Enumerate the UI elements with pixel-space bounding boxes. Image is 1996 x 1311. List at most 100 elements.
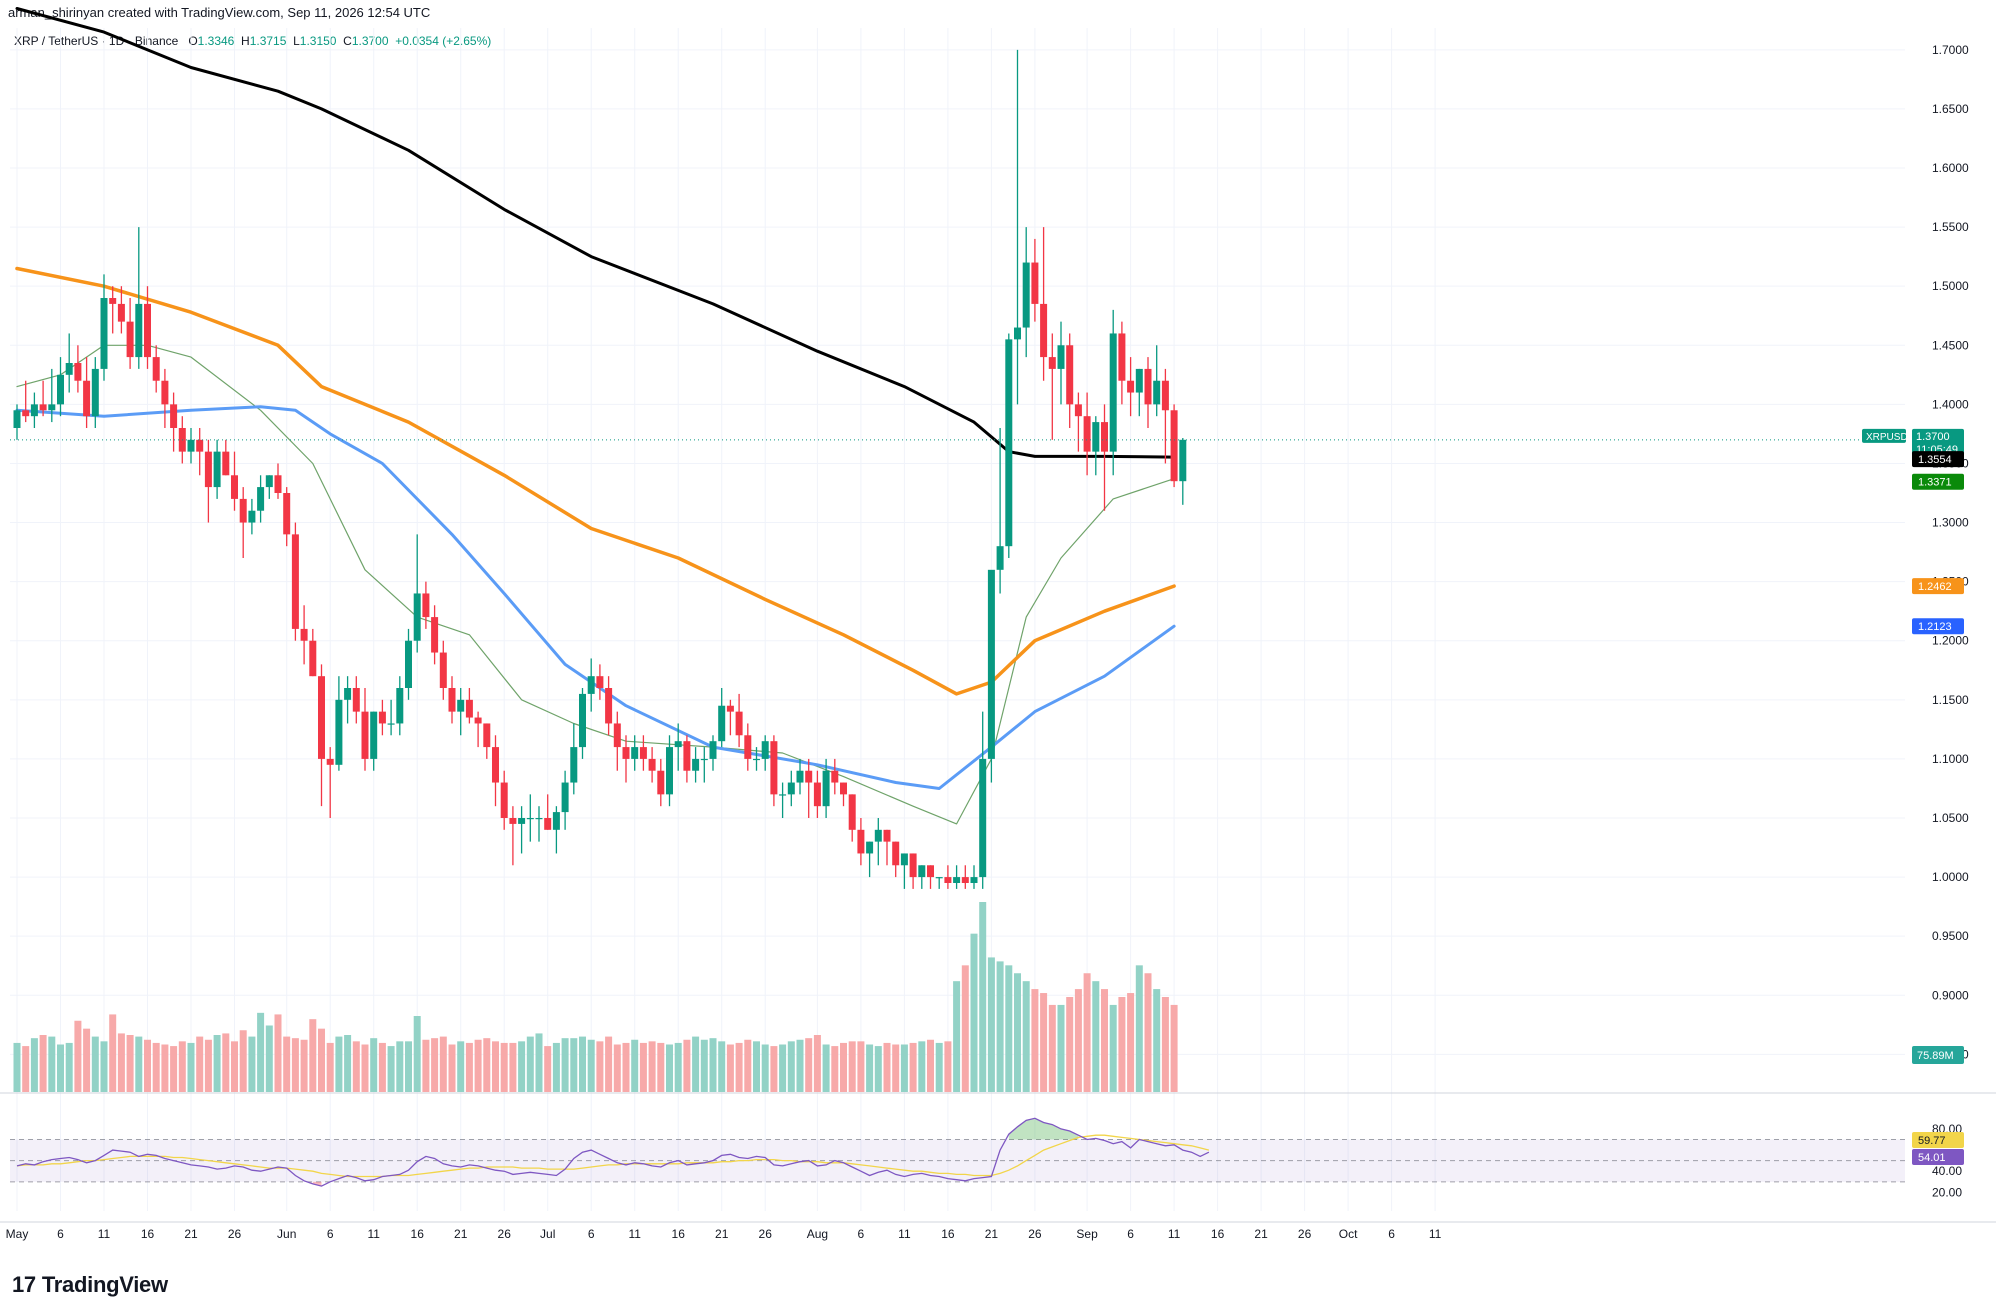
- candle-body: [13, 410, 21, 428]
- candle-body: [474, 717, 482, 724]
- time-tick-label: 21: [985, 1227, 999, 1241]
- candle-body: [1144, 368, 1152, 405]
- time-tick-label: 26: [498, 1227, 512, 1241]
- candle-body: [918, 865, 926, 878]
- rsi-badge-value: 59.77: [1918, 1135, 1946, 1147]
- volume-bar: [1040, 993, 1048, 1092]
- volume-bar: [526, 1036, 534, 1092]
- candle-body: [787, 782, 795, 795]
- volume-bar: [178, 1041, 186, 1092]
- volume-bar: [1057, 1004, 1065, 1092]
- candle-body: [953, 877, 961, 883]
- candle-body: [1057, 345, 1065, 369]
- price-label-ma-blue-badge: [1912, 618, 1964, 635]
- price-label-ma-green-value: 1.3371: [1918, 477, 1952, 489]
- volume-bar: [187, 1042, 195, 1092]
- volume-bar: [700, 1039, 708, 1092]
- volume-bar: [909, 1042, 917, 1092]
- volume-bar: [761, 1044, 769, 1092]
- volume-bar: [883, 1042, 891, 1092]
- volume-bar: [570, 1038, 578, 1092]
- candle-body: [465, 699, 473, 718]
- volume-bar: [1048, 1004, 1056, 1092]
- candle-body: [831, 770, 839, 783]
- rsi-badge: [1912, 1132, 1964, 1148]
- volume-bar: [709, 1038, 717, 1092]
- rsi-tick-label: 20.00: [1932, 1185, 1962, 1199]
- candle-body: [526, 818, 534, 820]
- candle-body: [144, 303, 151, 358]
- candle-body: [813, 782, 821, 807]
- volume-bar: [283, 1036, 291, 1092]
- volume-bar: [579, 1036, 586, 1092]
- rsi-badge-value: 54.01: [1918, 1152, 1946, 1164]
- volume-bar: [996, 961, 1004, 1092]
- candle-body: [457, 699, 465, 712]
- candle-body: [518, 818, 526, 824]
- volume-bar: [144, 1039, 151, 1092]
- volume-bar: [726, 1044, 734, 1092]
- candle-body: [866, 841, 874, 854]
- candle-body: [422, 593, 430, 618]
- volume-bar: [753, 1041, 760, 1092]
- volume-bar: [735, 1042, 743, 1092]
- candle-body: [753, 758, 760, 761]
- volume-bar: [718, 1041, 726, 1092]
- rsi-tick-label: 40.00: [1932, 1164, 1962, 1178]
- time-tick-label: Oct: [1339, 1227, 1358, 1241]
- price-tick-label: 1.6000: [1932, 161, 1969, 175]
- volume-bar: [152, 1042, 160, 1092]
- candle-body: [1109, 333, 1117, 452]
- volume-bar: [1161, 997, 1169, 1092]
- candle-body: [413, 593, 421, 641]
- volume-badge: [1912, 1046, 1964, 1064]
- volume-bar: [1135, 965, 1143, 1092]
- rsi-overbought-fill: [1008, 1118, 1079, 1140]
- volume-bar: [509, 1042, 517, 1092]
- time-tick-label: 16: [141, 1227, 155, 1241]
- price-tick-label: 1.0000: [1932, 870, 1969, 884]
- candle-body: [579, 693, 586, 748]
- candle-body: [683, 741, 691, 771]
- candle-body: [187, 439, 195, 452]
- candle-body: [735, 711, 743, 736]
- candle-body: [109, 298, 117, 304]
- candle-body: [39, 404, 47, 411]
- candle-body: [935, 877, 943, 879]
- volume-bar: [1118, 997, 1126, 1092]
- candle-body: [352, 688, 360, 712]
- candle-body: [439, 652, 447, 688]
- candle-body: [309, 640, 317, 677]
- candle-body: [65, 363, 73, 375]
- price-tick-label: 0.9500: [1932, 929, 1969, 943]
- volume-bar: [344, 1035, 352, 1092]
- candle-body: [483, 723, 491, 748]
- candle-body: [283, 493, 291, 535]
- time-tick-label: 6: [327, 1227, 334, 1241]
- volume-bar: [674, 1042, 682, 1092]
- candle-body: [431, 617, 439, 653]
- time-tick-label: 16: [672, 1227, 686, 1241]
- candle-body: [1135, 368, 1143, 393]
- candle-body: [57, 374, 64, 405]
- time-tick-label: 26: [759, 1227, 773, 1241]
- candle-body: [674, 741, 682, 748]
- volume-bar: [1031, 989, 1039, 1092]
- candle-body: [874, 829, 882, 842]
- time-tick-label: 11: [628, 1227, 641, 1241]
- price-tick-label: 1.3000: [1932, 516, 1969, 530]
- candle-body: [222, 451, 230, 476]
- volume-bar: [944, 1041, 952, 1092]
- volume-bar: [474, 1039, 482, 1092]
- volume-bar: [927, 1039, 934, 1092]
- candle-body: [1170, 410, 1178, 482]
- time-tick-label: 6: [588, 1227, 595, 1241]
- price-tick-label: 1.0500: [1932, 811, 1969, 825]
- candle-body: [1101, 422, 1108, 452]
- volume-bar: [535, 1033, 543, 1092]
- volume-bar: [1101, 989, 1108, 1092]
- time-tick-label: 6: [57, 1227, 64, 1241]
- candle-body: [909, 853, 917, 878]
- volume-bar: [605, 1036, 613, 1092]
